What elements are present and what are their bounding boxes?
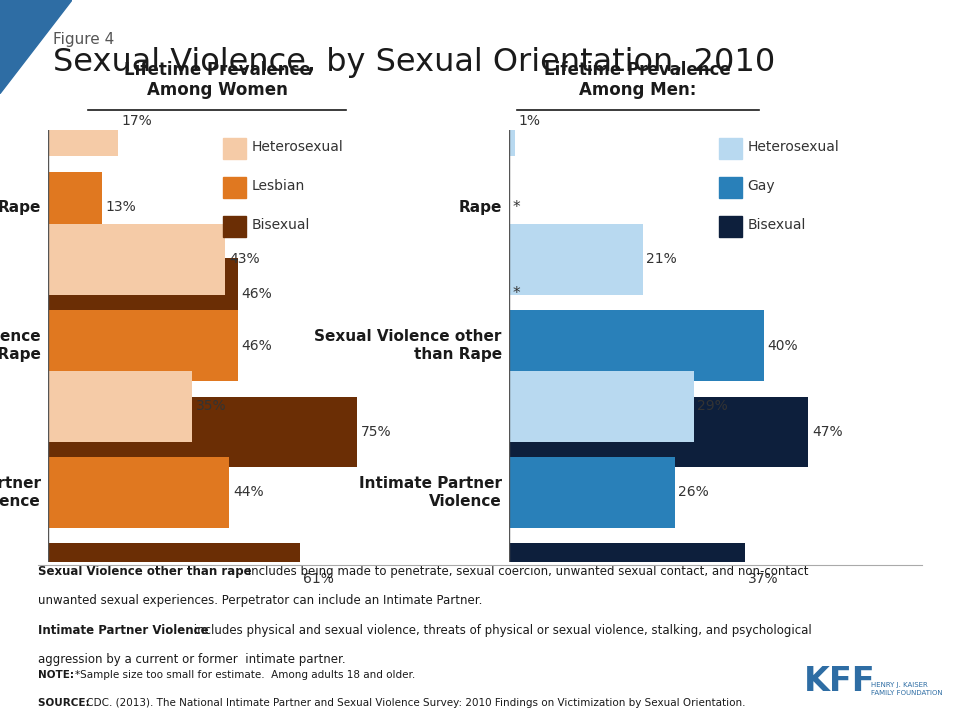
Text: 26%: 26%	[678, 485, 708, 500]
Text: Rape: Rape	[0, 200, 41, 215]
Text: 1%: 1%	[518, 114, 540, 128]
Text: Sexual Violence other than rape: Sexual Violence other than rape	[38, 565, 252, 578]
Text: CDC. (2013). The National Intimate Partner and Sexual Violence Survey: 2010 Find: CDC. (2013). The National Intimate Partn…	[83, 698, 746, 708]
Text: 40%: 40%	[767, 338, 798, 353]
Text: 75%: 75%	[361, 425, 392, 439]
Text: Lifetime Prevalence
Among Men:: Lifetime Prevalence Among Men:	[544, 60, 732, 99]
Text: Heterosexual: Heterosexual	[747, 140, 839, 154]
Bar	[48, 86, 118, 156]
Text: Sexual Violence other
than Rape: Sexual Violence other than Rape	[315, 330, 502, 361]
Polygon shape	[0, 0, 72, 94]
Text: 46%: 46%	[241, 338, 272, 353]
Bar	[48, 544, 300, 614]
Bar	[48, 172, 102, 243]
Text: *: *	[513, 200, 520, 215]
Text: Intimate Partner Violence: Intimate Partner Violence	[38, 624, 209, 636]
Text: Rape: Rape	[459, 200, 502, 215]
Text: NOTE:: NOTE:	[38, 670, 78, 680]
Bar	[224, 138, 246, 159]
Text: Bisexual: Bisexual	[252, 217, 310, 232]
Text: 37%: 37%	[748, 572, 779, 586]
Text: includes being made to penetrate, sexual coercion, unwanted sexual contact, and : includes being made to penetrate, sexual…	[244, 565, 808, 578]
Bar	[48, 457, 229, 528]
Text: 21%: 21%	[646, 252, 677, 266]
Bar	[509, 224, 642, 294]
Bar	[509, 371, 694, 441]
Bar	[48, 397, 357, 467]
Bar	[509, 86, 516, 156]
Bar	[509, 310, 764, 381]
Text: 43%: 43%	[228, 252, 259, 266]
Text: aggression by a current or former  intimate partner.: aggression by a current or former intima…	[38, 652, 346, 666]
Bar	[48, 258, 238, 329]
Text: Gay: Gay	[747, 179, 775, 193]
Text: *: *	[513, 287, 520, 301]
Bar	[509, 397, 808, 467]
Bar	[719, 138, 742, 159]
Text: HENRY J. KAISER
FAMILY FOUNDATION: HENRY J. KAISER FAMILY FOUNDATION	[871, 683, 943, 696]
Bar	[48, 310, 238, 381]
Text: unwanted sexual experiences. Perpetrator can include an Intimate Partner.: unwanted sexual experiences. Perpetrator…	[38, 595, 483, 608]
Text: includes physical and sexual violence, threats of physical or sexual violence, s: includes physical and sexual violence, t…	[190, 624, 811, 636]
Text: Intimate Partner
Violence: Intimate Partner Violence	[359, 477, 502, 508]
Text: Lesbian: Lesbian	[252, 179, 304, 193]
Text: KFF: KFF	[804, 665, 876, 698]
Text: 29%: 29%	[697, 399, 728, 413]
Text: 61%: 61%	[303, 572, 334, 586]
Text: 46%: 46%	[241, 287, 272, 301]
Bar	[719, 216, 742, 237]
Text: 13%: 13%	[106, 200, 136, 215]
Bar	[509, 457, 675, 528]
Text: Lifetime Prevalence
Among Women: Lifetime Prevalence Among Women	[124, 60, 311, 99]
Text: 47%: 47%	[812, 425, 843, 439]
Text: 44%: 44%	[233, 485, 264, 500]
Text: *Sample size too small for estimate.  Among adults 18 and older.: *Sample size too small for estimate. Amo…	[75, 670, 416, 680]
Text: 17%: 17%	[122, 114, 153, 128]
Bar	[224, 216, 246, 237]
Text: Bisexual: Bisexual	[747, 217, 805, 232]
Text: Figure 4: Figure 4	[53, 32, 114, 48]
Bar	[48, 224, 226, 294]
Text: 35%: 35%	[196, 399, 227, 413]
Text: SOURCE:: SOURCE:	[38, 698, 94, 708]
Bar	[224, 177, 246, 198]
Text: Sexual Violence, by Sexual Orientation, 2010: Sexual Violence, by Sexual Orientation, …	[53, 47, 775, 78]
Bar	[509, 544, 745, 614]
Text: Sexual Violence
other than Rape: Sexual Violence other than Rape	[0, 330, 41, 361]
Bar	[719, 177, 742, 198]
Text: Intimate Partner
Violence: Intimate Partner Violence	[0, 477, 41, 508]
Bar	[48, 371, 192, 441]
Text: Heterosexual: Heterosexual	[252, 140, 343, 154]
